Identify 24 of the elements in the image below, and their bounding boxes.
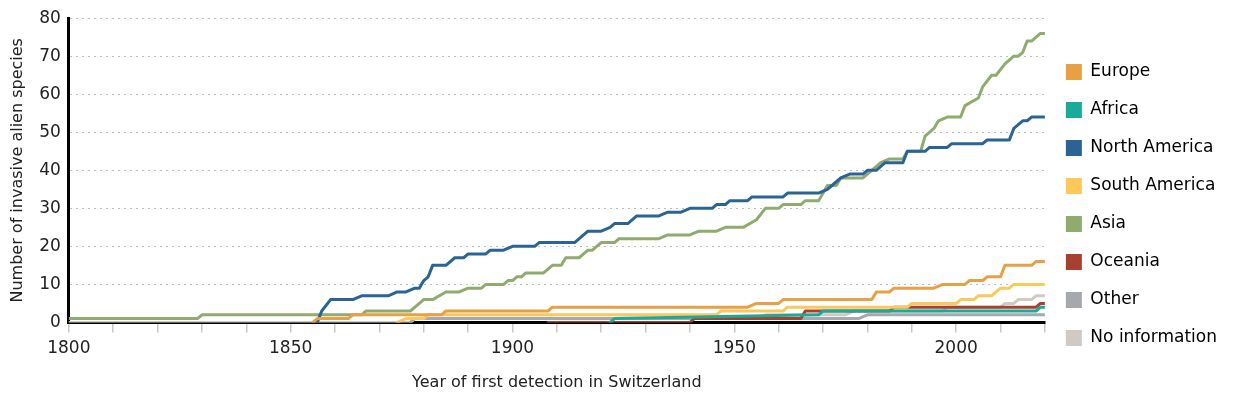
legend-label: Asia (1090, 212, 1126, 233)
y-tick-label: 20 (39, 234, 61, 255)
x-tick-label: 1850 (269, 337, 313, 358)
legend-label: South America (1090, 174, 1216, 195)
x-axis-title: Year of first detection in Switzerland (411, 371, 702, 391)
y-tick-label: 80 (39, 6, 61, 27)
y-tick-label: 0 (50, 310, 61, 331)
legend-label: North America (1090, 136, 1214, 157)
y-tick-label: 60 (39, 82, 61, 103)
legend-label: Africa (1090, 98, 1139, 119)
y-tick-label: 10 (39, 272, 61, 293)
y-tick-label: 40 (39, 158, 61, 179)
y-tick-label: 50 (39, 120, 61, 141)
y-tick-label: 70 (39, 44, 61, 65)
legend-label: Other (1090, 288, 1139, 309)
y-axis-title: Number of invasive alien species (6, 38, 26, 303)
x-tick-label: 2000 (934, 337, 978, 358)
legend-label: Oceania (1090, 250, 1160, 271)
x-tick-label: 1950 (712, 337, 756, 358)
legend-label: No information (1090, 326, 1217, 347)
x-tick-label: 1900 (490, 337, 535, 358)
legend-label: Europe (1090, 60, 1151, 81)
x-tick-label: 1800 (47, 337, 91, 358)
y-tick-label: 30 (39, 196, 61, 217)
